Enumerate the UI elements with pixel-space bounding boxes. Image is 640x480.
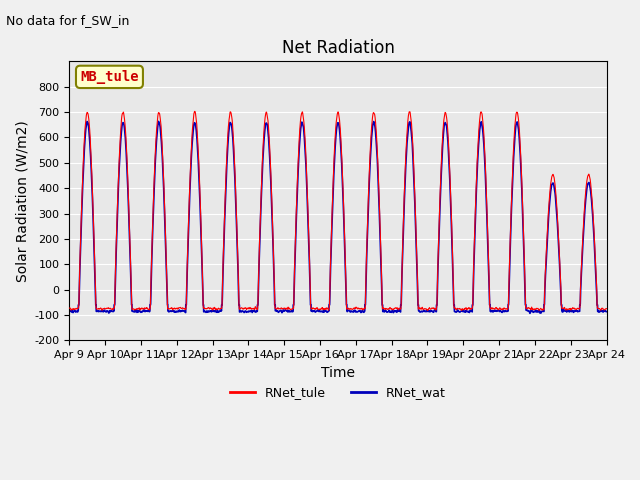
RNet_tule xyxy=(602,306,610,312)
RNet_wat xyxy=(162,255,170,261)
RNet_wat xyxy=(429,309,436,315)
Line: RNet_tule: RNet_tule xyxy=(69,111,607,311)
RNet_tule xyxy=(191,108,198,114)
RNet_tule xyxy=(162,245,170,251)
Line: RNet_wat: RNet_wat xyxy=(69,121,607,313)
RNet_wat xyxy=(318,308,326,314)
RNet_wat xyxy=(155,119,163,124)
RNet_wat xyxy=(603,309,611,314)
RNet_tule xyxy=(489,306,497,312)
Legend: RNet_tule, RNet_wat: RNet_tule, RNet_wat xyxy=(225,381,451,404)
RNet_wat xyxy=(458,308,466,314)
RNet_wat xyxy=(602,309,610,314)
Title: Net Radiation: Net Radiation xyxy=(282,39,394,57)
RNet_tule xyxy=(603,306,611,312)
X-axis label: Time: Time xyxy=(321,366,355,380)
RNet_wat xyxy=(65,308,73,314)
RNet_tule xyxy=(318,306,326,312)
RNet_tule xyxy=(65,305,73,311)
RNet_tule xyxy=(458,306,466,312)
Y-axis label: Solar Radiation (W/m2): Solar Radiation (W/m2) xyxy=(15,120,29,282)
RNet_wat xyxy=(489,309,497,314)
RNet_tule xyxy=(424,308,431,313)
Text: No data for f_SW_in: No data for f_SW_in xyxy=(6,14,130,27)
RNet_wat xyxy=(526,311,534,316)
RNet_tule xyxy=(429,306,436,312)
Text: MB_tule: MB_tule xyxy=(80,70,139,84)
